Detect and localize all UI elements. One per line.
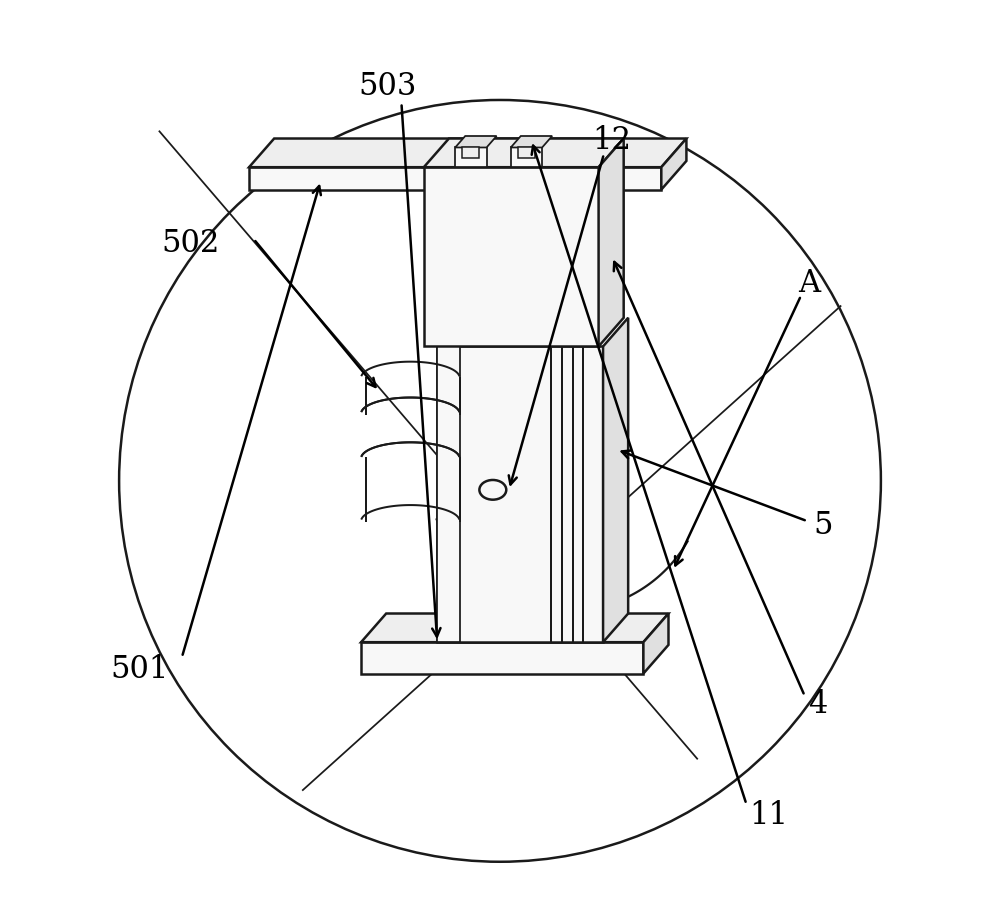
Text: 501: 501 [110, 654, 169, 684]
Polygon shape [455, 147, 487, 167]
Polygon shape [249, 167, 661, 190]
Polygon shape [599, 138, 624, 346]
Text: A: A [798, 268, 820, 299]
Polygon shape [511, 147, 542, 167]
Text: 502: 502 [162, 227, 220, 259]
Text: 503: 503 [359, 71, 417, 102]
Polygon shape [249, 138, 686, 167]
Polygon shape [643, 613, 668, 673]
Polygon shape [361, 642, 643, 673]
Polygon shape [424, 138, 624, 167]
Polygon shape [424, 167, 599, 346]
Text: 5: 5 [813, 510, 832, 541]
Polygon shape [462, 147, 479, 158]
Polygon shape [455, 136, 497, 147]
Polygon shape [437, 346, 460, 642]
Polygon shape [511, 136, 552, 147]
Text: 11: 11 [749, 799, 788, 831]
Polygon shape [661, 138, 686, 190]
Polygon shape [437, 346, 603, 642]
Text: 12: 12 [593, 125, 632, 156]
Polygon shape [361, 613, 668, 642]
Polygon shape [603, 317, 628, 642]
Text: 4: 4 [809, 690, 828, 720]
Polygon shape [518, 147, 535, 158]
